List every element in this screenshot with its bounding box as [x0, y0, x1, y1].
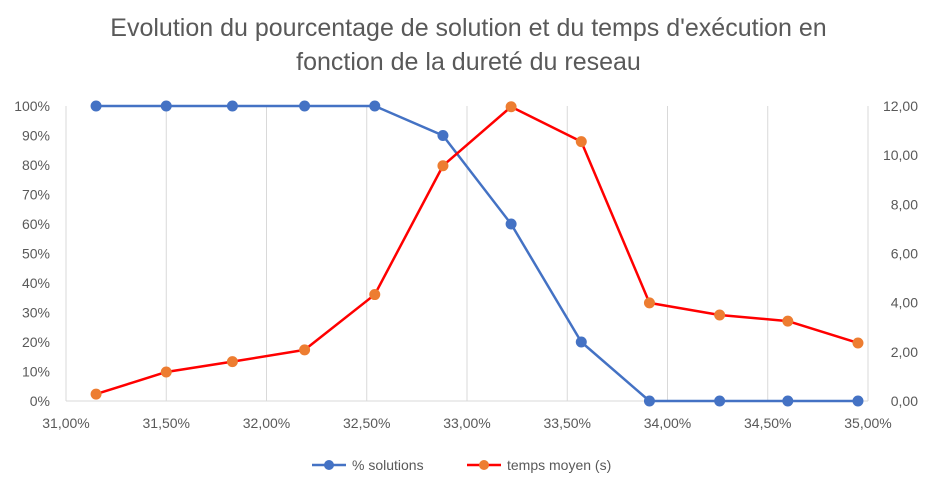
data-point-series-1 [437, 160, 449, 172]
data-point-series-1 [160, 366, 172, 378]
data-point-series-1 [299, 344, 311, 356]
chart-title-line-1: Evolution du pourcentage de solution et … [110, 14, 827, 42]
data-point-series-1 [714, 309, 726, 321]
chart-title-line-2: fonction de la dureté du reseau [296, 48, 641, 76]
x-tick-label: 35,00% [844, 415, 891, 431]
data-point-series-1 [575, 136, 587, 148]
data-point-series-0 [160, 100, 172, 112]
y-left-tick-label: 60% [22, 216, 50, 232]
data-point-series-1 [643, 297, 655, 309]
data-point-series-0 [299, 100, 311, 112]
x-tick-label: 33,00% [443, 415, 490, 431]
data-point-series-1 [782, 315, 794, 327]
x-tick-label: 31,00% [42, 415, 89, 431]
y-left-tick-label: 100% [14, 98, 50, 114]
legend-marker-0 [324, 460, 334, 470]
y-right-tick-label: 0,00 [891, 393, 918, 409]
y-left-tick-label: 0% [30, 393, 50, 409]
y-left-tick-label: 70% [22, 187, 50, 203]
y-right-tick-label: 4,00 [891, 295, 918, 311]
data-point-series-1 [505, 101, 517, 113]
legend-label-0: % solutions [352, 457, 424, 473]
data-point-series-0 [782, 395, 794, 407]
x-tick-label: 32,00% [243, 415, 290, 431]
y-right-tick-label: 6,00 [891, 246, 918, 262]
x-tick-label: 33,50% [544, 415, 591, 431]
y-left-tick-label: 90% [22, 128, 50, 144]
x-tick-label: 31,50% [143, 415, 190, 431]
y-right-tick-label: 10,00 [883, 147, 918, 163]
data-point-series-0 [437, 130, 449, 141]
data-point-series-1 [369, 289, 381, 301]
data-point-series-0 [643, 395, 655, 407]
data-point-series-1 [852, 337, 864, 349]
y-left-tick-label: 30% [22, 305, 50, 321]
data-point-series-0 [575, 336, 587, 348]
data-point-series-0 [369, 100, 381, 112]
y-right-tick-label: 12,00 [883, 98, 918, 114]
y-right-tick-label: 8,00 [891, 196, 918, 212]
data-point-series-1 [226, 356, 238, 368]
y-left-tick-label: 10% [22, 364, 50, 380]
data-point-series-0 [505, 218, 517, 230]
y-left-tick-label: 20% [22, 334, 50, 350]
data-point-series-0 [226, 100, 238, 112]
legend-label-1: temps moyen (s) [507, 457, 611, 473]
series-line-1 [95, 105, 859, 396]
data-point-series-0 [90, 100, 102, 112]
y-left-tick-label: 40% [22, 275, 50, 291]
y-left-tick-label: 50% [22, 246, 50, 262]
data-point-series-1 [90, 388, 102, 400]
data-point-series-0 [714, 395, 726, 407]
data-point-series-0 [852, 395, 864, 407]
x-tick-label: 34,00% [644, 415, 691, 431]
x-tick-label: 32,50% [343, 415, 390, 431]
legend-marker-1 [479, 460, 489, 470]
series-line-0 [96, 104, 858, 403]
y-right-tick-label: 2,00 [891, 344, 918, 360]
x-tick-label: 34,50% [744, 415, 791, 431]
y-left-tick-label: 80% [22, 157, 50, 173]
